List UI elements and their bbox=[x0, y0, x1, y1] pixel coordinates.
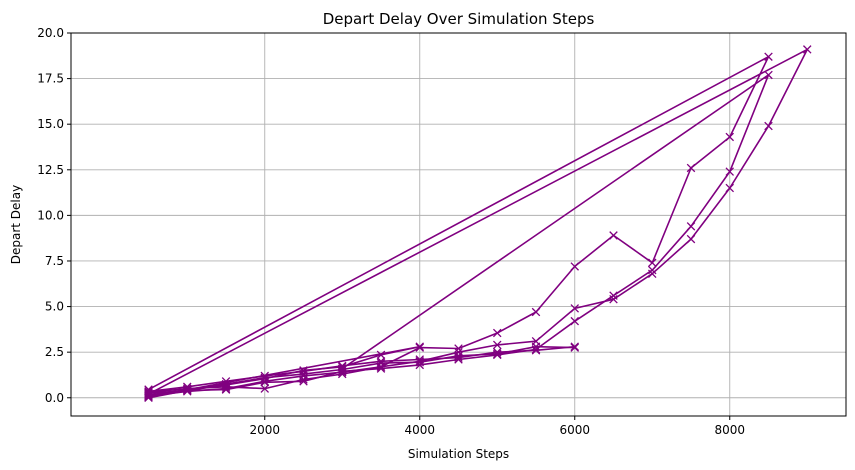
data-point-marker bbox=[492, 340, 502, 350]
y-tick-label: 0.0 bbox=[45, 391, 64, 405]
y-tick-label: 15.0 bbox=[37, 117, 64, 131]
chart-title: Depart Delay Over Simulation Steps bbox=[323, 10, 595, 28]
axis-ticks: 2000 4000 6000 8000 0.0 2.5 5.0 7.5 10.0 12.5 15.0… bbox=[37, 26, 745, 437]
data-point-marker bbox=[260, 373, 270, 382]
series-markers bbox=[144, 45, 812, 403]
x-tick-label: 4000 bbox=[404, 423, 435, 437]
data-point-marker bbox=[531, 342, 541, 351]
data-point-marker bbox=[570, 316, 580, 326]
y-tick-label: 10.0 bbox=[37, 208, 64, 222]
data-point-marker bbox=[492, 349, 502, 359]
data-point-marker bbox=[454, 344, 463, 353]
y-tick-label: 12.5 bbox=[37, 163, 64, 177]
data-point-marker bbox=[182, 385, 192, 394]
data-point-marker bbox=[182, 382, 192, 392]
data-point-marker bbox=[415, 355, 425, 364]
y-axis-label: Depart Delay bbox=[9, 185, 23, 264]
data-point-marker bbox=[376, 357, 386, 366]
x-axis-label: Simulation Steps bbox=[408, 447, 509, 461]
data-point-marker bbox=[570, 304, 580, 313]
data-point-marker bbox=[647, 269, 657, 279]
data-point-marker bbox=[609, 231, 618, 240]
y-tick-label: 5.0 bbox=[45, 300, 64, 314]
data-point-marker bbox=[764, 52, 773, 61]
data-point-marker bbox=[686, 234, 696, 244]
data-point-marker bbox=[221, 379, 231, 389]
y-tick-label: 7.5 bbox=[45, 254, 64, 268]
data-point-marker bbox=[531, 307, 541, 317]
data-point-marker bbox=[686, 222, 696, 231]
data-point-marker bbox=[454, 351, 463, 361]
data-point-marker bbox=[570, 342, 580, 351]
data-point-marker bbox=[337, 361, 347, 371]
data-point-marker bbox=[764, 70, 773, 80]
y-tick-label: 17.5 bbox=[37, 72, 64, 86]
data-point-marker bbox=[144, 390, 153, 400]
x-tick-label: 6000 bbox=[559, 423, 590, 437]
data-point-marker bbox=[492, 347, 502, 357]
data-point-marker bbox=[802, 45, 812, 54]
data-point-marker bbox=[299, 369, 308, 379]
data-point-marker bbox=[570, 262, 580, 271]
plot-frame bbox=[70, 32, 847, 417]
data-point-marker bbox=[144, 387, 153, 396]
data-point-marker bbox=[725, 132, 735, 142]
data-point-marker bbox=[531, 346, 541, 355]
series-line bbox=[148, 74, 770, 394]
data-point-marker bbox=[647, 265, 657, 275]
data-point-marker bbox=[260, 384, 270, 393]
data-point-marker bbox=[376, 358, 386, 368]
x-tick-label: 8000 bbox=[714, 423, 745, 437]
data-point-marker bbox=[299, 367, 308, 376]
data-point-marker bbox=[492, 328, 502, 338]
data-point-marker bbox=[647, 258, 657, 268]
series-line bbox=[148, 345, 575, 396]
data-point-marker bbox=[415, 343, 425, 352]
data-point-marker bbox=[144, 388, 153, 398]
data-point-marker bbox=[764, 121, 773, 131]
data-point-marker bbox=[415, 357, 425, 367]
data-point-marker bbox=[686, 163, 696, 173]
data-point-marker bbox=[609, 291, 618, 300]
data-point-marker bbox=[337, 365, 347, 374]
data-point-marker bbox=[725, 183, 735, 193]
data-point-marker bbox=[260, 371, 270, 381]
y-tick-label: 20.0 bbox=[37, 26, 64, 40]
y-tick-label: 2.5 bbox=[45, 345, 64, 359]
data-point-marker bbox=[609, 295, 618, 304]
series-line bbox=[148, 345, 575, 393]
data-point-marker bbox=[299, 377, 308, 386]
x-tick-label: 2000 bbox=[249, 423, 280, 437]
data-point-marker bbox=[221, 377, 231, 386]
data-point-marker bbox=[454, 355, 463, 364]
series-line bbox=[148, 55, 770, 394]
data-point-marker bbox=[454, 353, 463, 362]
data-point-marker bbox=[725, 167, 735, 176]
data-point-marker bbox=[376, 350, 386, 360]
